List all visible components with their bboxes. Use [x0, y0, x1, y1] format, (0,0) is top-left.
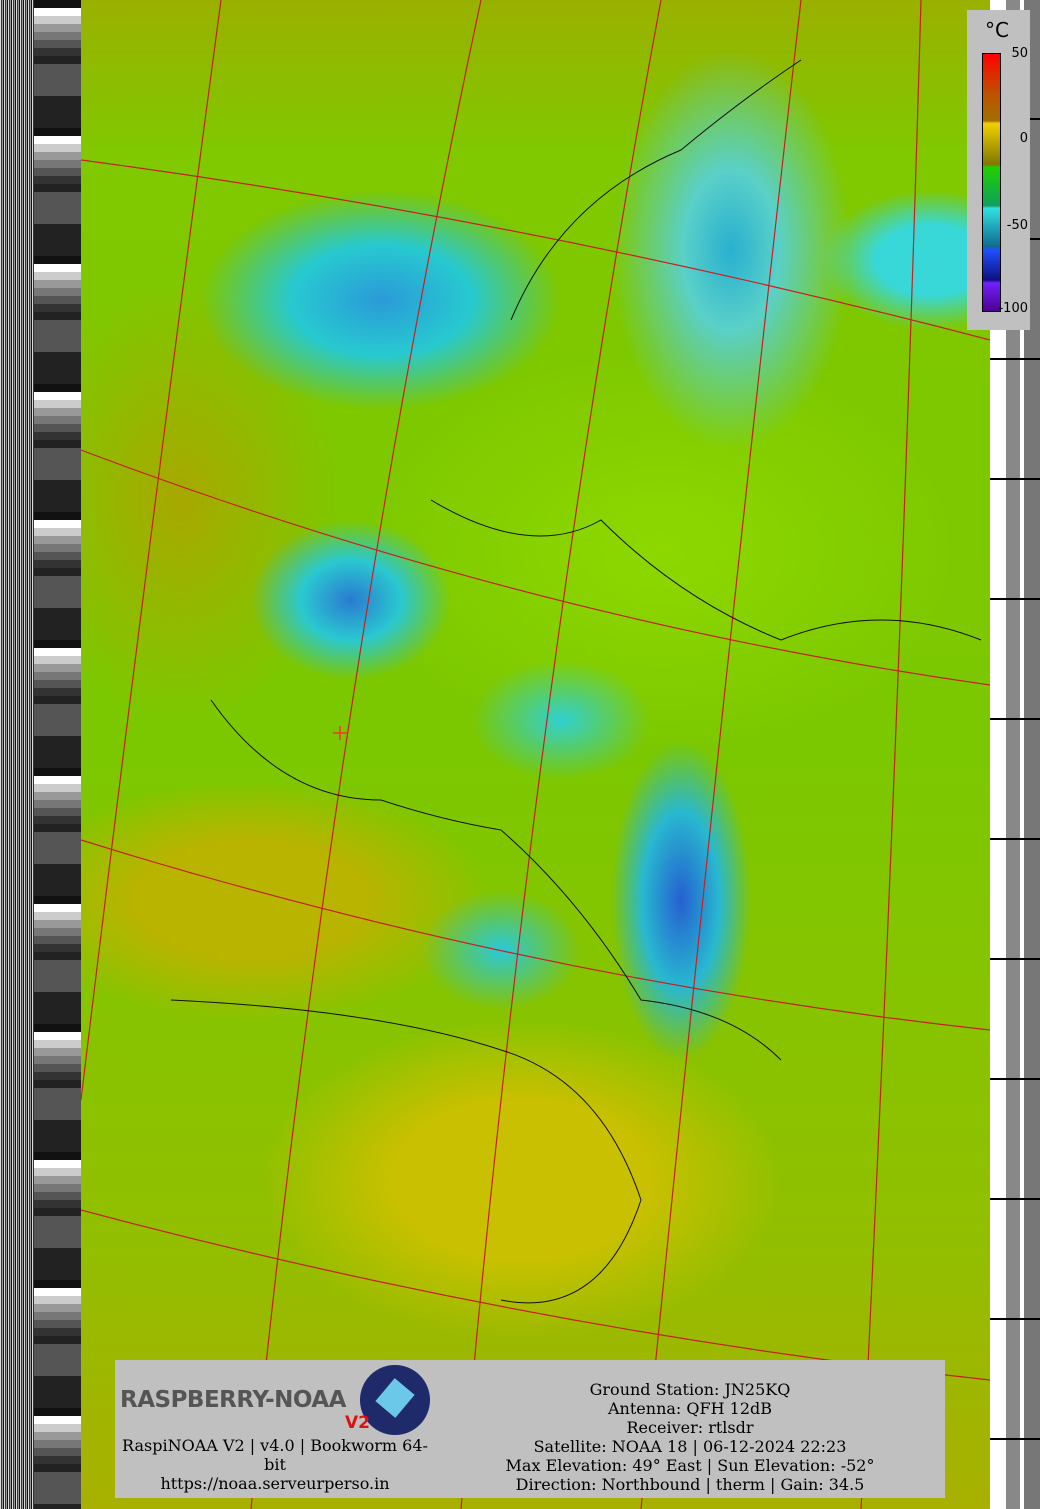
graticule-overlay	[81, 0, 990, 1509]
satellite: Satellite: NOAA 18 | 06-12-2024 22:23	[533, 1437, 847, 1456]
apt-telemetry-wedges	[34, 0, 81, 1509]
coastline	[210, 699, 782, 1061]
latitude-line	[81, 1209, 990, 1381]
pass-details: Ground Station: JN25KQ Antenna: QFH 12dB…	[475, 1380, 905, 1494]
software-version: RaspiNOAA V2 | v4.0 | Bookworm 64-	[122, 1436, 428, 1455]
raspberry-noaa-logo: RASPBERRY-NOAA V2	[120, 1365, 430, 1435]
border-line	[430, 499, 982, 641]
ground-station: Ground Station: JN25KQ	[589, 1380, 791, 1399]
antenna: Antenna: QFH 12dB	[608, 1399, 772, 1418]
receiver: Receiver: rtlsdr	[626, 1418, 754, 1437]
logo-text: RASPBERRY-NOAA	[120, 1387, 346, 1413]
legend-unit: °C	[985, 18, 1009, 42]
pass-info-panel: RASPBERRY-NOAA V2 RaspiNOAA V2 | v4.0 | …	[115, 1360, 945, 1498]
legend-color-scale	[982, 53, 1001, 312]
satellite-icon	[360, 1365, 430, 1435]
longitude-line	[860, 0, 922, 1509]
software-info: RaspiNOAA V2 | v4.0 | Bookworm 64- bit h…	[115, 1436, 435, 1493]
legend-tick-0: 0	[1019, 131, 1028, 146]
satellite-thermal-map	[81, 0, 990, 1509]
coastline	[170, 999, 642, 1304]
software-version-cont: bit	[264, 1455, 286, 1474]
longitude-line	[81, 0, 222, 1101]
apt-sync-strip	[0, 0, 34, 1509]
ground-station-marker	[333, 726, 347, 740]
elevation: Max Elevation: 49° East | Sun Elevation:…	[505, 1456, 875, 1475]
latitude-line	[81, 159, 990, 341]
latitude-line	[81, 839, 990, 1031]
longitude-line	[250, 0, 482, 1509]
site-url: https://noaa.serveurperso.in	[160, 1474, 390, 1493]
legend-tick-minus100: -100	[998, 301, 1028, 316]
longitude-line	[640, 0, 802, 1509]
logo-version: V2	[345, 1413, 370, 1433]
latitude-line	[81, 449, 990, 686]
longitude-line	[460, 0, 662, 1509]
direction: Direction: Northbound | therm | Gain: 34…	[515, 1475, 865, 1494]
legend-tick-50: 50	[1011, 46, 1028, 61]
coastline	[510, 59, 802, 321]
temperature-legend: °C 50 0 -50 -100	[967, 10, 1030, 330]
legend-tick-minus50: -50	[1006, 218, 1028, 233]
